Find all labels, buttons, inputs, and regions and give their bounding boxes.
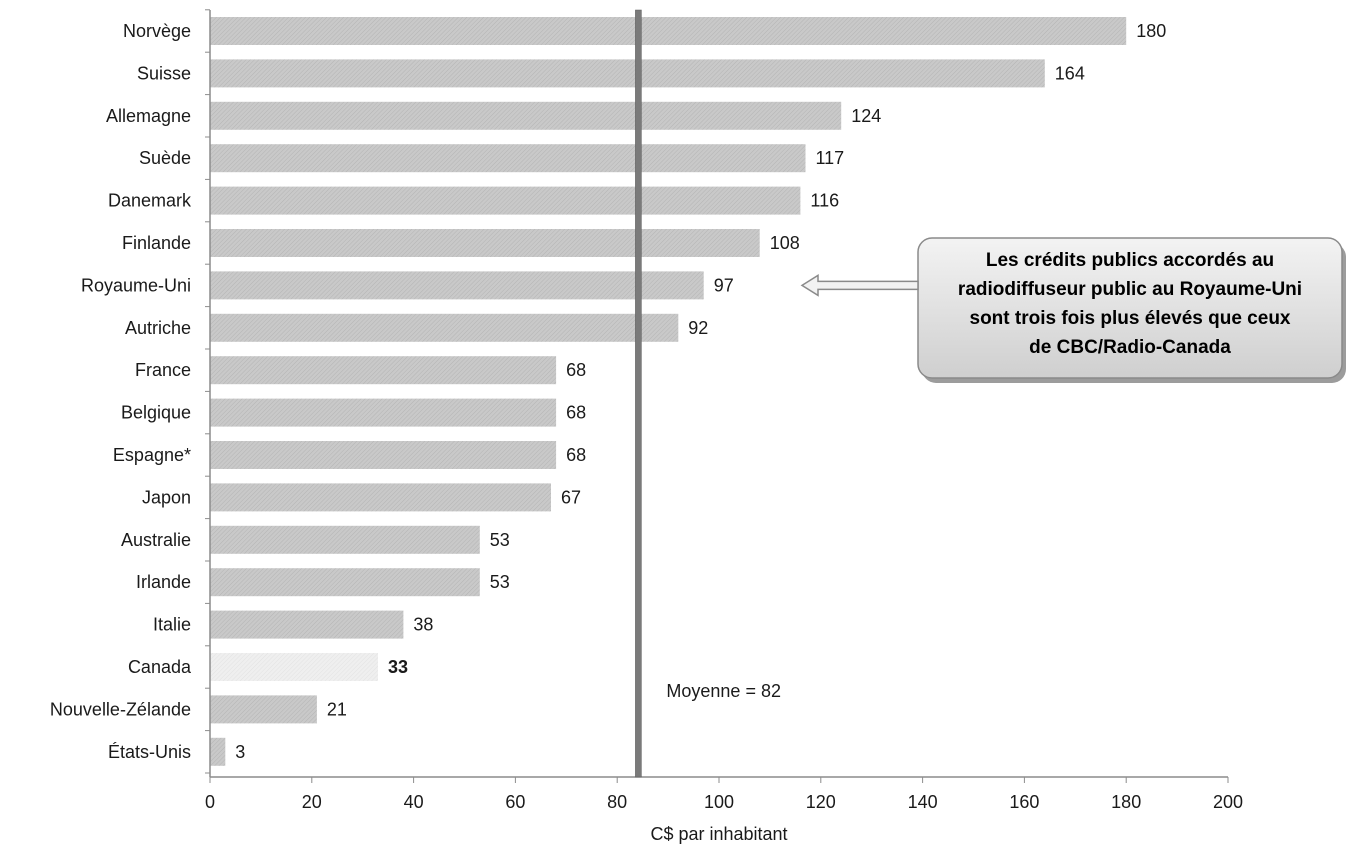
callout: Les crédits publics accordés au radiodiff… [802,238,1346,383]
bars-layer: Norvège 180 Suisse 164 Allemagne 124 Suède 117 D… [50,17,1166,766]
bar-royaume-uni [210,271,704,299]
bar-japon [210,483,551,511]
value-label-autriche: 92 [688,318,708,338]
category-label-royaume-uni: Royaume-Uni [81,275,191,295]
bar-suede [210,144,806,172]
category-label-allemagne: Allemagne [106,106,191,126]
bar-suisse [210,59,1045,87]
value-label-australie: 53 [490,530,510,550]
x-tick-label-180: 180 [1111,792,1141,812]
category-label-france: France [135,360,191,380]
x-tick-label-60: 60 [505,792,525,812]
value-label-belgique: 68 [566,403,586,423]
category-label-japon: Japon [142,487,191,507]
x-tick-label-0: 0 [205,792,215,812]
bar-italie [210,611,403,639]
x-tick-label-200: 200 [1213,792,1243,812]
category-label-italie: Italie [153,615,191,635]
value-label-finlande: 108 [770,233,800,253]
value-label-espagne: 68 [566,445,586,465]
average-line [635,10,641,777]
x-axis-title: C$ par inhabitant [650,824,787,844]
bar-irlande [210,568,480,596]
value-label-france: 68 [566,360,586,380]
callout-line-4: de CBC/Radio-Canada [1029,337,1231,358]
category-label-canada: Canada [128,657,192,677]
value-label-allemagne: 124 [851,106,881,126]
category-label-espagne: Espagne* [113,445,191,465]
callout-line-2: radiodiffuseur public au Royaume-Uni [958,279,1302,300]
value-label-italie: 38 [413,615,433,635]
callout-line-1: Les crédits publics accordés au [986,250,1274,271]
value-label-nouvelle-zelande: 21 [327,699,347,719]
bar-australie [210,526,480,554]
bar-danemark [210,187,800,215]
category-label-australie: Australie [121,530,191,550]
x-tick-label-20: 20 [302,792,322,812]
bar-belgique [210,399,556,427]
x-tick-label-100: 100 [704,792,734,812]
category-label-etats-unis: États-Unis [108,742,191,762]
average-label: Moyenne = 82 [666,681,781,701]
category-label-irlande: Irlande [136,572,191,592]
bar-norvege [210,17,1126,45]
x-axis: 0 20 40 60 80 100 120 140 160 180 200 C$ par inhabi… [205,10,1243,844]
category-label-finlande: Finlande [122,233,191,253]
value-label-japon: 67 [561,487,581,507]
category-label-suisse: Suisse [137,63,191,83]
value-label-etats-unis: 3 [235,742,245,762]
callout-arrow-icon [802,275,918,295]
category-label-norvege: Norvège [123,21,191,41]
value-label-norvege: 180 [1136,21,1166,41]
callout-line-3: sont trois fois plus élevés que ceux [970,308,1291,329]
x-tick-label-40: 40 [404,792,424,812]
bar-france [210,356,556,384]
category-label-danemark: Danemark [108,191,192,211]
x-tick-label-140: 140 [908,792,938,812]
bar-allemagne [210,102,841,130]
bar-nouvelle-zelande [210,695,317,723]
bar-espagne [210,441,556,469]
value-label-danemark: 116 [810,191,839,211]
value-label-royaume-uni: 97 [714,275,734,295]
value-label-suisse: 164 [1055,63,1085,83]
x-tick-label-120: 120 [806,792,836,812]
bar-etats-unis [210,738,225,766]
value-label-irlande: 53 [490,572,510,592]
bar-canada [210,653,378,681]
bar-autriche [210,314,678,342]
x-tick-label-160: 160 [1009,792,1039,812]
bar-finlande [210,229,760,257]
value-label-suede: 117 [816,148,845,168]
value-label-canada: 33 [388,657,408,677]
category-label-autriche: Autriche [125,318,191,338]
category-label-belgique: Belgique [121,403,191,423]
category-label-nouvelle-zelande: Nouvelle-Zélande [50,699,191,719]
category-label-suede: Suède [139,148,191,168]
x-tick-label-80: 80 [607,792,627,812]
